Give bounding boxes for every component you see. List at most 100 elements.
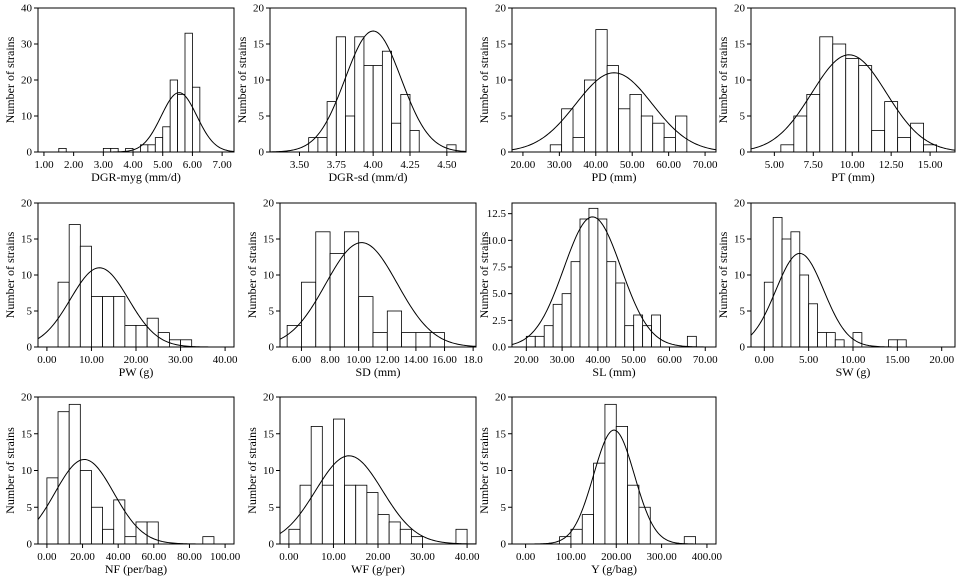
histogram-bar bbox=[615, 282, 626, 348]
histogram-bar bbox=[686, 335, 697, 348]
x-tick-label: 7.50 bbox=[804, 159, 824, 171]
y-tick-label: 0 bbox=[269, 342, 275, 354]
x-tick-label: 5.00 bbox=[153, 159, 173, 171]
x-tick-label: 40.00 bbox=[106, 551, 131, 563]
histogram-panel-sd: 0 5 10 15 20 6.00 8.00 10.00 12.00 14.00 16.00 18.0… bbox=[245, 198, 483, 380]
y-tick-label: 5 bbox=[27, 502, 33, 514]
histogram-bar bbox=[763, 281, 774, 348]
histogram-bar bbox=[871, 129, 886, 153]
y-tick-label: 20 bbox=[253, 3, 265, 15]
x-tick-label: 4.00 bbox=[364, 159, 384, 171]
histogram-panel-dgr-sd: 0 5 10 15 20 3.50 3.75 4.00 4.25 4.50 DGR-sd (mm/d… bbox=[235, 3, 467, 184]
histogram-bar bbox=[832, 43, 847, 153]
x-tick-label: 1.00 bbox=[34, 159, 54, 171]
histogram-bar bbox=[579, 218, 590, 348]
histogram-bar bbox=[372, 332, 388, 348]
histogram-bar bbox=[627, 484, 640, 545]
histogram-bar bbox=[606, 65, 619, 153]
histogram-panel-sl: 0.0 2.5 5.0 7.5 10.0 12.5 20.00 30.00 40.00 50.00… bbox=[477, 202, 718, 379]
histogram-bar bbox=[102, 147, 112, 153]
histogram-bar bbox=[46, 477, 59, 545]
x-tick-label: 6.00 bbox=[183, 159, 203, 171]
y-axis-title: Number of strains bbox=[245, 231, 259, 318]
histogram-bar bbox=[329, 252, 345, 348]
x-tick-label: 40.00 bbox=[455, 551, 480, 563]
y-tick-label: 2.5 bbox=[492, 315, 506, 327]
x-tick-label: 15.00 bbox=[885, 354, 910, 366]
histogram-bar bbox=[391, 122, 402, 153]
x-tick-label: 8.00 bbox=[320, 354, 340, 366]
histogram-bar bbox=[799, 274, 810, 348]
histogram-bar bbox=[377, 514, 390, 545]
histogram-bar bbox=[68, 403, 81, 545]
histogram-bar bbox=[79, 470, 92, 545]
histogram-bar bbox=[624, 325, 635, 348]
y-tick-label: 15 bbox=[734, 234, 746, 246]
histogram-bar bbox=[819, 36, 834, 153]
histogram-bar bbox=[177, 94, 186, 153]
y-tick-label: 5 bbox=[259, 111, 265, 123]
y-tick-label: 5 bbox=[740, 111, 746, 123]
x-tick-label: 20.00 bbox=[514, 354, 539, 366]
histogram-bar bbox=[429, 332, 445, 348]
x-tick-label: 40.00 bbox=[586, 354, 611, 366]
x-tick-label: 40.00 bbox=[213, 354, 238, 366]
histogram-bar bbox=[888, 339, 898, 348]
histogram-bar bbox=[897, 137, 912, 153]
x-tick-label: 20.00 bbox=[70, 551, 95, 563]
histogram-bar bbox=[317, 137, 328, 153]
histogram-bar bbox=[91, 296, 103, 348]
y-tick-label: 5.0 bbox=[492, 288, 506, 300]
histogram-bar bbox=[401, 332, 417, 348]
y-tick-label: 15 bbox=[263, 428, 275, 440]
y-tick-label: 5 bbox=[27, 306, 33, 318]
histogram-bar bbox=[326, 101, 337, 153]
histogram-bar bbox=[652, 122, 665, 153]
histogram-bar bbox=[79, 245, 92, 348]
x-tick-label: 60.00 bbox=[141, 551, 166, 563]
x-tick-label: 300.00 bbox=[646, 551, 677, 563]
x-tick-label: 0.00 bbox=[37, 551, 57, 563]
histogram-bar bbox=[675, 115, 688, 153]
y-tick-label: 15 bbox=[495, 428, 507, 440]
histogram-bar bbox=[386, 310, 403, 348]
x-axis-title: PD (mm) bbox=[592, 170, 637, 184]
histogram-bar bbox=[301, 281, 317, 348]
histogram-bar bbox=[372, 65, 383, 153]
y-tick-label: 12.5 bbox=[487, 208, 507, 220]
x-axis-title: DGR-myg (mm/d) bbox=[91, 170, 181, 184]
histogram-bar bbox=[817, 332, 827, 348]
y-tick-label: 10 bbox=[734, 75, 746, 87]
x-tick-label: 10.00 bbox=[346, 354, 371, 366]
histogram-bar bbox=[606, 261, 617, 348]
x-axis-title: Y (g/bag) bbox=[591, 562, 637, 576]
y-tick-label: 20 bbox=[21, 198, 33, 210]
x-tick-label: 200.00 bbox=[601, 551, 632, 563]
y-tick-label: 10 bbox=[21, 270, 33, 282]
histogram-bar bbox=[288, 528, 301, 545]
y-tick-label: 0.0 bbox=[492, 342, 506, 354]
histogram-bar bbox=[321, 484, 334, 545]
normal-fit-curve bbox=[512, 72, 716, 151]
histogram-panel-dgr-myg: 0 10 20 30 40 1.00 2.00 3.00 4.00 5.00 6.00 7.00 DGR… bbox=[3, 3, 235, 184]
y-tick-label: 20 bbox=[263, 392, 275, 404]
histogram-bar bbox=[561, 108, 574, 153]
y-tick-label: 0 bbox=[27, 539, 33, 551]
x-tick-label: 20.00 bbox=[124, 354, 149, 366]
histogram-bar bbox=[858, 65, 873, 153]
x-tick-label: 30.00 bbox=[410, 551, 435, 563]
y-tick-label: 7.5 bbox=[492, 262, 506, 274]
x-tick-label: 10.00 bbox=[79, 354, 104, 366]
x-axis-title: SW (g) bbox=[836, 365, 871, 379]
histogram-bar bbox=[333, 418, 345, 545]
x-tick-label: 10.00 bbox=[840, 159, 865, 171]
y-tick-label: 15 bbox=[734, 39, 746, 51]
histogram-bar bbox=[169, 79, 178, 153]
y-tick-label: 10 bbox=[263, 465, 275, 477]
normal-fit-curve bbox=[751, 54, 955, 151]
y-tick-label: 0 bbox=[740, 342, 746, 354]
y-tick-label: 20 bbox=[21, 75, 33, 87]
histogram-bar bbox=[411, 536, 423, 545]
x-tick-label: 14.00 bbox=[404, 354, 429, 366]
y-axis-title: Number of strains bbox=[3, 36, 17, 123]
